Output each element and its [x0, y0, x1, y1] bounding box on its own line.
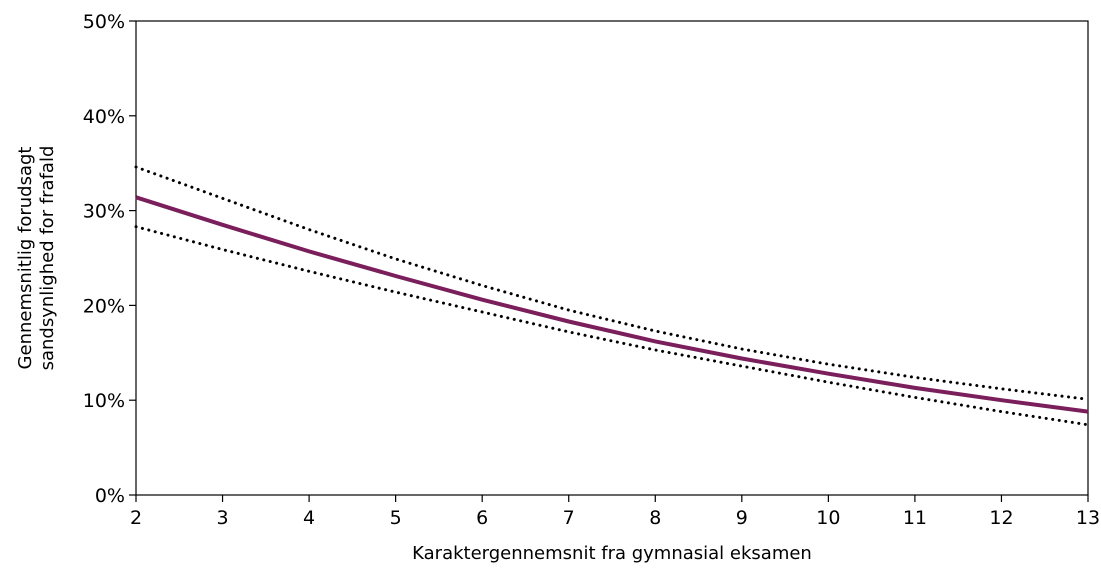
y-tick-label: 30% — [83, 201, 125, 223]
plot-area — [135, 20, 1089, 496]
y-tick-label: 50% — [83, 11, 125, 33]
y-axis: 0% 10% 20% 30% 40% 50% — [83, 11, 136, 507]
x-axis: 2 3 4 5 6 7 8 9 10 11 12 13 — [130, 495, 1100, 529]
x-tick-label: 5 — [390, 507, 402, 529]
y-axis-title-line-1: Gennemsnitlig forudsagt — [15, 147, 36, 370]
y-tick-label: 10% — [83, 390, 125, 412]
y-tick-label: 0% — [95, 485, 125, 507]
series-line-mean — [135, 195, 1089, 414]
x-tick-label: 8 — [649, 507, 661, 529]
x-tick-label: 13 — [1076, 507, 1100, 529]
x-tick-label: 4 — [303, 507, 315, 529]
x-tick-label: 3 — [216, 507, 228, 529]
y-axis-title: Gennemsnitlig forudsagt sandsynlighed fo… — [15, 146, 58, 371]
x-axis-title: Karaktergennemsnit fra gymnasial eksamen — [412, 543, 812, 564]
x-tick-label: 10 — [816, 507, 840, 529]
x-tick-label: 11 — [903, 507, 927, 529]
x-tick-label: 12 — [989, 507, 1013, 529]
x-tick-label: 7 — [563, 507, 575, 529]
y-tick-label: 20% — [83, 295, 125, 317]
x-tick-label: 9 — [736, 507, 748, 529]
series-line-confidence-bound — [134, 165, 1090, 401]
y-axis-title-line-2: sandsynlighed for frafald — [37, 146, 58, 371]
x-tick-label: 2 — [130, 507, 142, 529]
series-line-confidence-bound — [134, 225, 1090, 427]
series-layer — [134, 165, 1090, 427]
y-tick-label: 40% — [83, 106, 125, 128]
x-tick-label: 6 — [476, 507, 488, 529]
